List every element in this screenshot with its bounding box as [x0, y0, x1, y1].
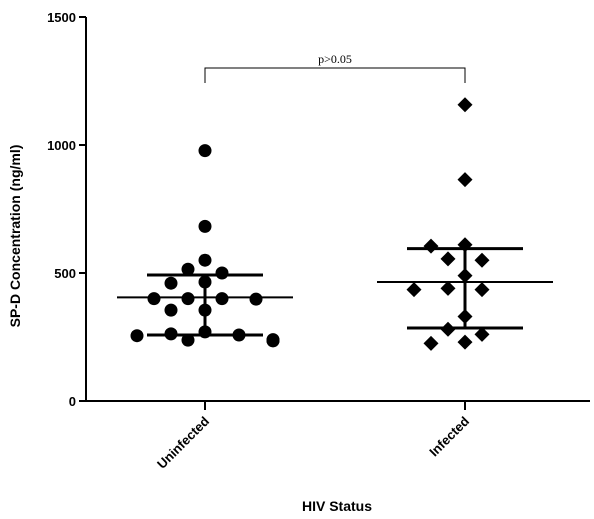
data-point — [457, 97, 473, 113]
data-point — [215, 292, 229, 306]
p-value-label: p>0.05 — [318, 52, 352, 66]
y-axis-title: SP-D Concentration (ng/ml) — [7, 145, 23, 328]
data-point — [215, 266, 229, 280]
bracket-line — [204, 67, 466, 83]
x-axis-title: HIV Status — [302, 498, 372, 514]
x-tick-label: Infected — [426, 413, 472, 459]
data-point — [474, 282, 490, 298]
significance-bracket: p>0.05 — [204, 52, 466, 83]
y-tick-label: 0 — [69, 394, 76, 409]
data-point — [198, 253, 212, 267]
y-tick-label: 1500 — [47, 10, 76, 25]
data-point — [457, 172, 473, 188]
data-point — [406, 282, 422, 298]
data-point — [198, 219, 212, 233]
y-axis: 0 500 1000 1500 — [47, 10, 87, 409]
x-tick-label: Uninfected — [154, 413, 212, 471]
data-point — [423, 335, 439, 351]
data-point — [474, 326, 490, 342]
data-points — [130, 97, 490, 351]
x-axis: Uninfected Infected — [86, 400, 590, 472]
data-point — [474, 252, 490, 268]
data-point — [181, 262, 195, 276]
y-tick-label: 1000 — [47, 138, 76, 153]
data-point — [147, 292, 161, 306]
data-point — [181, 333, 195, 347]
data-point — [249, 292, 263, 306]
data-point — [440, 251, 456, 267]
data-point — [266, 334, 280, 348]
data-point — [181, 292, 195, 306]
data-point — [164, 303, 178, 317]
data-point — [457, 334, 473, 350]
data-point — [423, 238, 439, 254]
data-point — [440, 280, 456, 296]
data-point — [164, 276, 178, 290]
data-point — [198, 144, 212, 158]
summary-lines — [117, 247, 553, 337]
data-point — [130, 329, 144, 343]
y-tick-label: 500 — [54, 266, 76, 281]
